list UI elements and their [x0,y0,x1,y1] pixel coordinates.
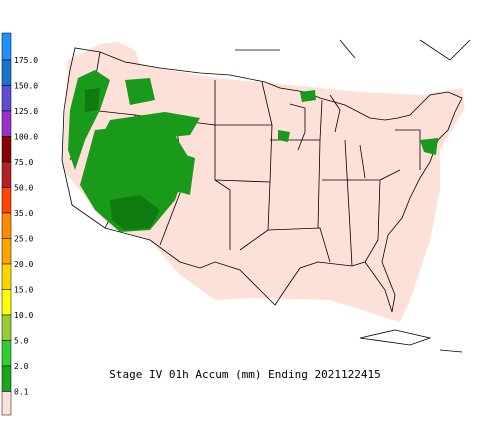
legend-label: 50.0 [14,184,33,193]
legend-swatch [1,136,12,163]
legend-swatch [1,263,12,290]
legend-swatch [1,340,12,367]
legend-swatch [1,238,12,265]
legend-label: 10.0 [14,311,33,320]
legend-swatch [1,212,12,239]
precip-heavy [85,88,160,230]
legend-swatch [1,187,12,214]
legend-label: 125.0 [14,107,38,116]
legend-swatch [1,391,12,416]
legend-label: 75.0 [14,158,33,167]
legend-label: 25.0 [14,235,33,244]
legend-label: 100.0 [14,133,38,142]
legend-swatch [1,161,12,188]
caption: Stage IV 01h Accum (mm) Ending 202112241… [109,368,381,381]
legend-label: 2.0 [14,362,29,371]
precip-areas [68,70,438,232]
legend-swatch [1,365,12,392]
legend-label: 175.0 [14,56,38,65]
legend-label: 35.0 [14,209,33,218]
legend-swatch [1,59,12,86]
legend-swatch [1,289,12,316]
legend-label: 20.0 [14,260,33,269]
legend-label: 0.1 [14,388,29,397]
legend-swatch [1,85,12,112]
legend-swatch [1,314,12,341]
legend-label: 5.0 [14,337,29,346]
legend-label: 150.0 [14,82,38,91]
legend-swatch [1,32,12,61]
legend: 175.0 150.0 125.0 100.0 75.0 50.0 35.0 25.0 20.0… [1,32,38,416]
legend-swatch [1,110,12,137]
legend-label: 15.0 [14,286,33,295]
